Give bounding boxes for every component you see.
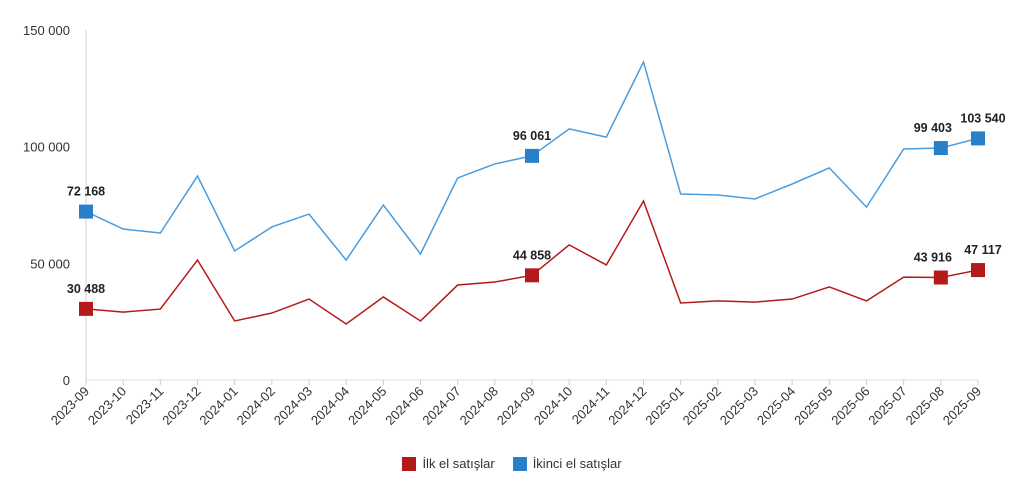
x-tick-label: 2025-03	[717, 384, 761, 428]
x-tick-label: 2025-09	[940, 384, 984, 428]
x-tick-label: 2024-03	[271, 384, 315, 428]
x-tick-label: 2024-07	[419, 384, 463, 428]
x-tick-label: 2024-09	[494, 384, 538, 428]
x-tick-label: 2023-10	[85, 384, 129, 428]
x-tick-label: 2024-02	[234, 384, 278, 428]
data-label: 72 168	[67, 185, 105, 199]
x-tick-label: 2025-04	[754, 384, 798, 428]
x-tick-label: 2024-04	[308, 384, 352, 428]
data-marker	[79, 204, 93, 219]
x-tick-label: 2024-06	[382, 384, 426, 428]
x-tick-label: 2024-05	[345, 384, 389, 428]
x-tick-label: 2025-07	[865, 384, 909, 428]
x-tick-label: 2024-10	[531, 384, 575, 428]
data-label: 103 540	[960, 111, 1005, 125]
x-tick-label: 2025-02	[680, 384, 724, 428]
legend-item-second-hand[interactable]: İkinci el satışlar	[512, 456, 622, 471]
legend-swatch-second-hand	[512, 456, 527, 471]
x-tick-label: 2023-12	[159, 384, 203, 428]
data-label: 30 488	[67, 282, 105, 296]
legend-item-first-hand[interactable]: İlk el satışlar	[402, 456, 495, 471]
y-tick-label: 100 000	[23, 140, 70, 155]
x-tick-label: 2023-09	[48, 384, 92, 428]
legend: İlk el satışlar İkinci el satışlar	[0, 456, 1024, 471]
x-tick-label: 2023-11	[123, 384, 167, 428]
data-marker	[971, 263, 985, 278]
y-tick-label: 150 000	[23, 23, 70, 38]
x-tick-label: 2024-11	[569, 384, 613, 428]
data-marker	[525, 268, 539, 283]
x-tick-label: 2025-05	[791, 384, 835, 428]
data-label: 99 403	[914, 121, 952, 135]
x-tick-label: 2025-01	[642, 384, 686, 428]
data-label: 96 061	[513, 129, 551, 143]
y-tick-label: 0	[63, 373, 70, 388]
legend-label-first-hand: İlk el satışlar	[422, 456, 495, 471]
legend-label-second-hand: İkinci el satışlar	[532, 456, 622, 471]
data-label: 43 916	[914, 251, 952, 265]
x-tick-label: 2025-08	[903, 384, 947, 428]
data-label: 47 117	[964, 243, 1002, 257]
data-label: 44 858	[513, 248, 551, 262]
data-marker	[79, 301, 93, 316]
x-tick-label: 2025-06	[828, 384, 872, 428]
x-tick-label: 2024-01	[196, 384, 240, 428]
data-marker	[525, 148, 539, 163]
y-tick-label: 50 000	[30, 256, 70, 271]
data-marker	[933, 141, 948, 156]
x-tick-label: 2024-12	[605, 384, 649, 428]
legend-swatch-first-hand	[402, 456, 417, 471]
data-marker	[971, 131, 985, 146]
x-tick-label: 2024-08	[457, 384, 501, 428]
data-marker	[933, 270, 948, 285]
